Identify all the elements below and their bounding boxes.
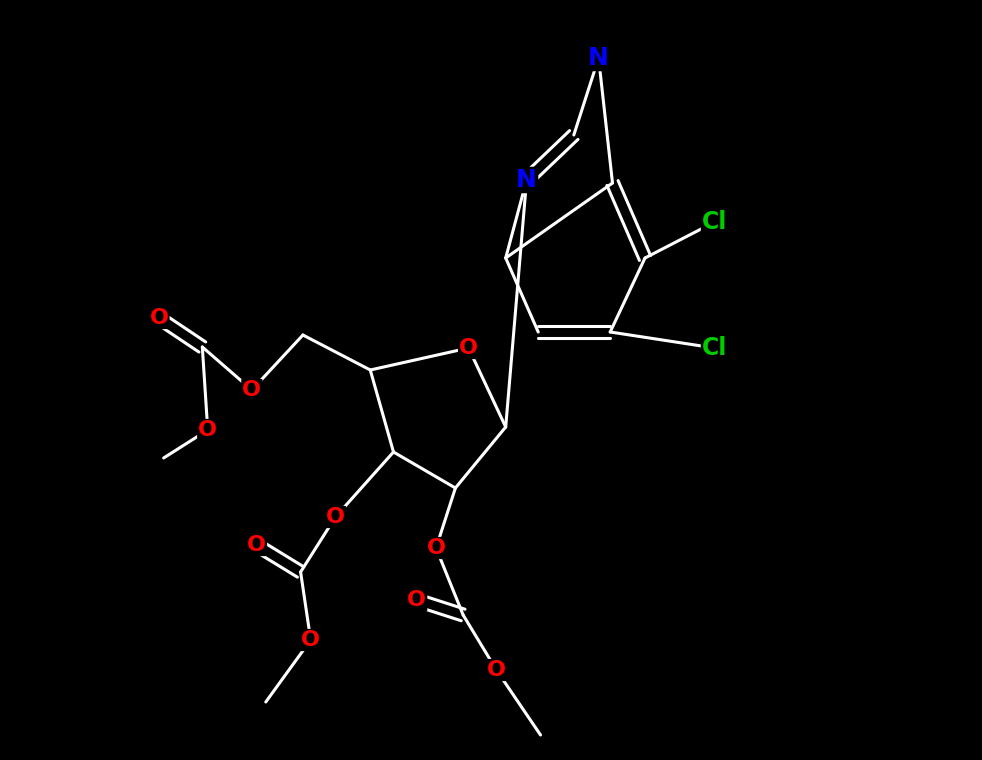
Text: O: O bbox=[326, 507, 345, 527]
Text: O: O bbox=[243, 380, 261, 400]
Text: O: O bbox=[198, 420, 217, 440]
Text: N: N bbox=[517, 168, 537, 192]
Text: Cl: Cl bbox=[702, 336, 728, 360]
Text: O: O bbox=[408, 590, 426, 610]
Text: O: O bbox=[149, 308, 169, 328]
Text: O: O bbox=[247, 535, 266, 555]
Text: O: O bbox=[459, 338, 478, 358]
Text: O: O bbox=[426, 538, 446, 558]
Text: Cl: Cl bbox=[702, 210, 728, 234]
Text: O: O bbox=[487, 660, 506, 680]
Text: O: O bbox=[301, 630, 320, 650]
Text: N: N bbox=[588, 46, 609, 70]
